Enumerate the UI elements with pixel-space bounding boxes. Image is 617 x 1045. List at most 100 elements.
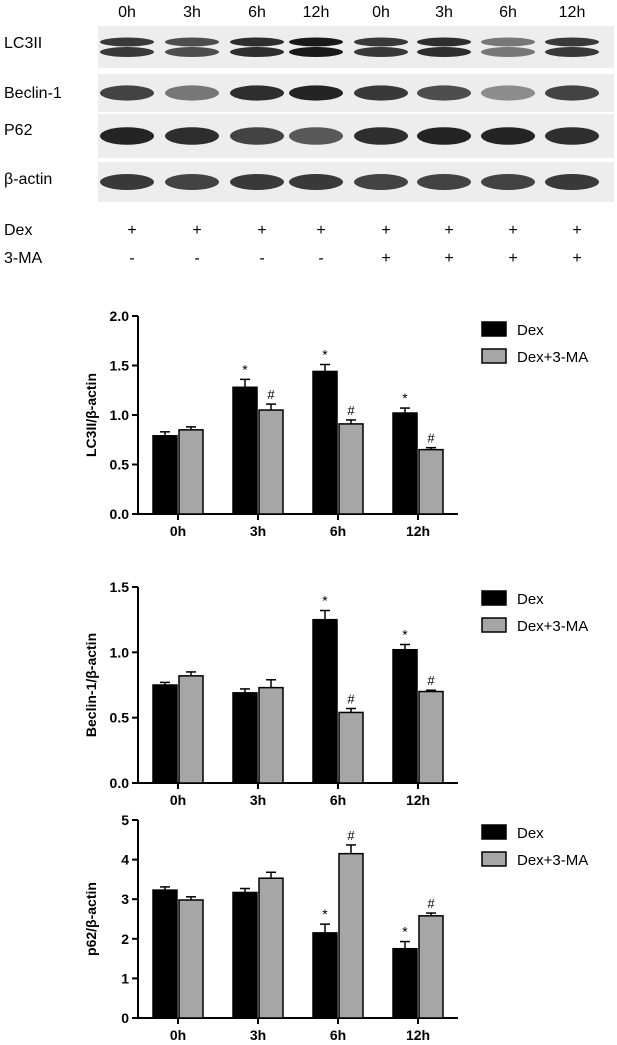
blot-band	[354, 37, 408, 47]
y-tick-label: 2	[121, 931, 129, 947]
significance-star: *	[242, 361, 248, 377]
x-tick-label: 3h	[250, 1027, 266, 1043]
bar-dex	[312, 370, 338, 515]
bar-dex	[312, 932, 338, 1019]
significance-star: *	[322, 347, 328, 363]
blot-band	[165, 174, 219, 190]
blot-band	[289, 85, 343, 101]
legend-label: Dex+3-MA	[517, 618, 588, 635]
blot-band	[354, 47, 408, 57]
bar-dex-3ma	[338, 423, 364, 515]
blot-band	[417, 174, 471, 190]
significance-star: *	[322, 593, 328, 609]
blot-band	[230, 174, 284, 190]
blot-band	[165, 47, 219, 57]
y-axis-title: p62/β-actin	[83, 882, 99, 956]
lc3ii-bar-chart: LC3II/β-actin 0.0 0.5 1.0 1.5 2.0 0h 3h * #6h * #12…	[83, 308, 588, 536]
significance-hash: #	[347, 403, 355, 418]
blot-row-label: Beclin-1	[4, 85, 62, 102]
treatment-mark: +	[508, 250, 517, 267]
bar-dex-3ma	[418, 448, 444, 515]
y-tick-label: 2.0	[110, 308, 130, 324]
blot-band	[481, 174, 535, 190]
y-tick-label: 5	[121, 812, 129, 828]
blot-band	[545, 174, 599, 190]
legend-label: Dex+3-MA	[517, 852, 588, 869]
bar-dex-3ma	[178, 429, 204, 515]
y-tick-label: 0.0	[110, 506, 130, 522]
y-tick-label: 1.0	[110, 644, 130, 660]
blot-membrane	[98, 26, 614, 68]
legend-swatch	[481, 590, 507, 606]
treatment-mark: +	[572, 222, 581, 239]
blot-band	[354, 127, 408, 145]
blot-band	[289, 127, 343, 145]
treatment-label: Dex	[4, 222, 32, 239]
treatment-mark: +	[572, 250, 581, 267]
blot-row-label: β-actin	[4, 171, 52, 188]
significance-star: *	[402, 924, 408, 940]
blot-band	[100, 174, 154, 190]
lane-time-label: 12h	[303, 4, 330, 21]
x-tick-label: 3h	[250, 523, 266, 536]
treatment-mark: -	[259, 250, 264, 267]
blot-band	[545, 85, 599, 101]
y-tick-label: 1.5	[110, 358, 130, 374]
y-tick-label: 0	[121, 1010, 129, 1026]
lane-time-label: 12h	[559, 4, 586, 21]
blot-band	[165, 127, 219, 145]
significance-star: *	[402, 626, 408, 642]
p62-bar-chart: p62/β-actin 0 1 2 3 4 5 0h 3h 6h * #12h * # Dex Dex+3-M…	[83, 812, 588, 1043]
x-tick-label: 6h	[330, 523, 346, 536]
y-tick-label: 0.0	[110, 775, 130, 791]
blot-band	[417, 47, 471, 57]
y-tick-label: 1.0	[110, 407, 130, 423]
blot-band	[289, 47, 343, 57]
blot-row: P62	[4, 114, 614, 158]
treatment-mark: -	[318, 250, 323, 267]
legend-swatch	[481, 851, 507, 867]
blot-band	[165, 37, 219, 47]
blot-band	[100, 37, 154, 47]
blot-row: Beclin-1	[4, 74, 614, 112]
blot-row: LC3II	[4, 26, 614, 68]
lane-time-label: 3h	[183, 4, 201, 21]
blot-band	[481, 127, 535, 145]
legend-swatch	[481, 321, 507, 337]
treatment-mark: +	[381, 222, 390, 239]
treatment-mark: +	[257, 222, 266, 239]
blot-band	[230, 37, 284, 47]
blot-row-label: P62	[4, 122, 33, 139]
blot-row: β-actin	[4, 162, 614, 202]
blot-band	[545, 37, 599, 47]
x-tick-label: 12h	[406, 523, 430, 536]
treatment-mark: +	[192, 222, 201, 239]
y-tick-label: 0.5	[110, 710, 130, 726]
bar-dex-3ma	[258, 877, 284, 1019]
significance-hash: #	[347, 692, 355, 707]
blot-band	[354, 174, 408, 190]
significance-star: *	[402, 390, 408, 406]
blot-band	[354, 85, 408, 101]
lane-time-label: 6h	[499, 4, 517, 21]
x-tick-label: 6h	[330, 792, 346, 808]
bar-dex	[152, 684, 178, 784]
blot-band	[481, 47, 535, 57]
lane-time-label: 6h	[248, 4, 266, 21]
bar-dex	[152, 889, 178, 1019]
bar-dex-3ma	[178, 899, 204, 1019]
blot-band	[417, 127, 471, 145]
legend-swatch	[481, 824, 507, 840]
blot-band	[289, 174, 343, 190]
treatment-mark: -	[194, 250, 199, 267]
bar-dex-3ma	[338, 852, 364, 1019]
y-axis-title: Beclin-1/β-actin	[83, 633, 99, 737]
significance-hash: #	[427, 673, 435, 688]
bar-dex	[392, 648, 418, 784]
legend-label: Dex	[517, 591, 544, 608]
treatment-mark: +	[444, 250, 453, 267]
blot-band	[417, 85, 471, 101]
x-tick-label: 0h	[170, 792, 186, 808]
bar-dex-3ma	[178, 675, 204, 784]
y-tick-label: 0.5	[110, 457, 130, 473]
